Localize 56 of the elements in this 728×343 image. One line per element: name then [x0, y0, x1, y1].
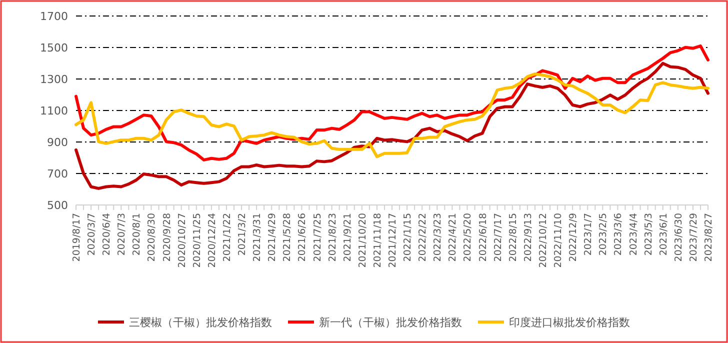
x-tick-label: 2023/5/3 — [643, 213, 654, 256]
x-tick-label: 2022/1/15 — [402, 213, 414, 262]
y-tick-label: 1500 — [40, 42, 68, 54]
x-tick-label: 2021/12/17 — [388, 213, 398, 268]
x-tick-label: 2022/9/13 — [522, 213, 534, 262]
x-tick-label: 2020/12/24 — [206, 213, 218, 268]
line-series — [74, 72, 710, 158]
x-tick-label: 2021/11/18 — [372, 213, 384, 268]
x-tick-label: 2020/6/4 — [102, 213, 113, 256]
x-tick-label: 2022/3/23 — [432, 213, 444, 262]
x-tick-label: 2020/7/3 — [116, 213, 128, 256]
x-tick-label: 2020/3/7 — [86, 213, 98, 256]
x-tick-label: 2023/6/1 — [658, 213, 670, 256]
x-tick-label: 2021/9/21 — [342, 213, 354, 262]
x-tick-label: 2021/1/22 — [222, 213, 233, 262]
x-tick-label: 2021/3/2 — [237, 213, 248, 256]
x-tick-label: 2022/11/10 — [553, 213, 564, 268]
x-tick-label: 2021/7/25 — [312, 213, 324, 262]
x-tick-label: 2022/5/20 — [462, 213, 474, 262]
x-tick-label: 2020/11/25 — [192, 213, 203, 268]
y-tick-label: 700 — [47, 168, 68, 180]
line-series — [74, 62, 710, 190]
x-tick-label: 2023/4/4 — [628, 213, 640, 256]
x-tick-label: 2023/6/30 — [673, 213, 684, 262]
x-tick-label: 2022/6/18 — [478, 213, 489, 262]
x-tick-label: 2023/8/27 — [704, 213, 714, 262]
x-tick-label: 2020/10/27 — [176, 213, 188, 268]
y-tick-label: 1100 — [40, 104, 68, 118]
x-tick-label: 2022/10/12 — [538, 213, 549, 268]
x-tick-label: 2023/7/29 — [688, 213, 700, 262]
x-tick-label: 2021/6/26 — [297, 213, 308, 262]
x-tick-label: 2022/12/9 — [568, 213, 580, 262]
y-tick-label: 900 — [47, 136, 68, 149]
legend-label: 新一代（干椒）批发价格指数 — [319, 316, 462, 329]
x-tick-label: 2021/3/31 — [252, 213, 264, 262]
x-tick-label: 2020/9/28 — [162, 213, 173, 262]
y-tick-label: 1700 — [40, 10, 68, 23]
legend-label: 三樱椒（干椒）批发价格指数 — [129, 316, 272, 329]
x-tick-label: 2021/4/29 — [267, 213, 278, 262]
x-tick-label: 2022/4/21 — [448, 213, 459, 262]
line-series — [74, 44, 710, 162]
x-tick-label: 2019/8/17 — [72, 213, 82, 262]
y-tick-label: 1300 — [40, 73, 68, 86]
x-tick-label: 2023/1/7 — [583, 213, 594, 256]
x-tick-label: 2022/2/22 — [418, 213, 429, 262]
x-tick-label: 2020/8/1 — [132, 213, 143, 256]
x-tick-label: 2021/8/23 — [327, 213, 338, 262]
x-tick-label: 2021/5/28 — [282, 213, 294, 262]
y-tick-label: 500 — [47, 199, 68, 212]
legend-label: 印度进口椒批发价格指数 — [509, 316, 630, 329]
x-tick-label: 2023/3/6 — [613, 213, 624, 256]
x-tick-label: 2022/7/17 — [492, 213, 504, 262]
x-tick-label: 2021/10/20 — [357, 213, 368, 268]
x-tick-label: 2023/2/5 — [598, 213, 610, 256]
x-tick-label: 2022/8/15 — [508, 213, 519, 262]
x-tick-label: 2020/8/30 — [146, 213, 158, 262]
